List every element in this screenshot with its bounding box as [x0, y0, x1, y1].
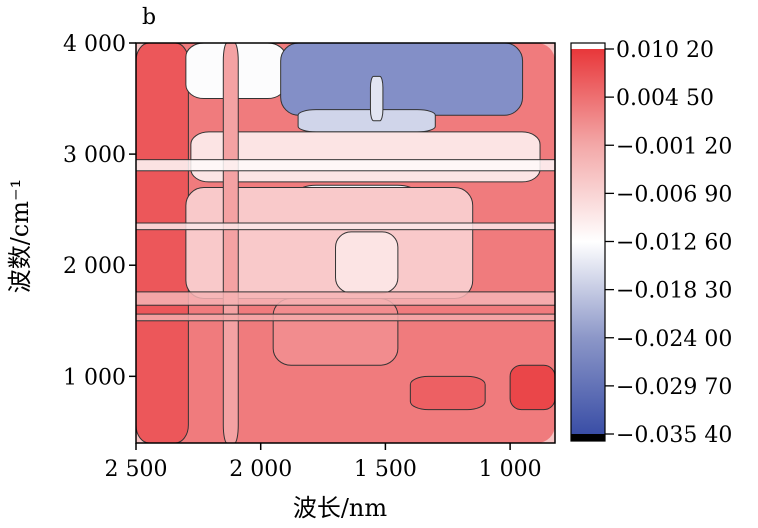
plot-frame [135, 42, 556, 444]
colorbar-tick-label: −0.035 40 [616, 423, 732, 448]
y-tick-label: 2 000 [63, 254, 126, 279]
colorbar-tick-label: 0.004 50 [616, 86, 714, 111]
colorbar-tick-label: −0.024 00 [616, 327, 732, 352]
colorbar-gradient [571, 49, 605, 434]
colorbar: 0.010 20 0.004 50 −0.001 20 −0.006 90 −0.012… [570, 38, 732, 448]
heatmap-region [136, 43, 189, 443]
y-axis: 1 000 2 000 3 000 4 000 [63, 32, 136, 390]
heatmap-region [369, 75, 384, 122]
heatmap-band [136, 313, 555, 322]
x-axis-title: 波长/nm [293, 494, 388, 522]
heatmap-region [509, 364, 555, 411]
heatmap-band [136, 291, 555, 306]
y-tick-label: 3 000 [63, 143, 126, 168]
heatmap-band [136, 159, 555, 172]
y-tick-label: 1 000 [63, 365, 126, 390]
x-tick-label: 2 000 [229, 457, 292, 482]
colorbar-tick-label: −0.018 30 [616, 279, 732, 304]
x-tick-label: 2 500 [105, 457, 168, 482]
colorbar-overflow-low [571, 434, 605, 441]
colorbar-overflow-high [571, 43, 605, 49]
colorbar-tick-label: −0.006 90 [616, 182, 732, 207]
heatmap-band [136, 222, 555, 231]
y-axis-title: 波数/cm⁻¹ [6, 179, 34, 294]
plot-area [136, 43, 555, 443]
heatmap-region [280, 43, 524, 116]
colorbar-tick-label: −0.029 70 [616, 375, 732, 400]
panel-label: b [142, 5, 156, 30]
heatmap-region [409, 375, 486, 411]
x-tick-label: 1 000 [479, 457, 542, 482]
colorbar-tick-label: 0.010 20 [616, 38, 714, 63]
heatmap-region [297, 109, 436, 133]
heatmap-region [335, 231, 399, 294]
x-tick-label: 1 500 [354, 457, 417, 482]
colorbar-tick-label: −0.012 60 [616, 231, 732, 256]
y-tick-label: 4 000 [63, 32, 126, 57]
x-axis: 2 500 2 000 1 500 1 000 [105, 443, 542, 482]
heatmap-region [222, 43, 239, 443]
heatmap-region [272, 298, 399, 366]
heatmap-region [190, 131, 541, 183]
colorbar-tick-label: −0.001 20 [616, 134, 732, 159]
